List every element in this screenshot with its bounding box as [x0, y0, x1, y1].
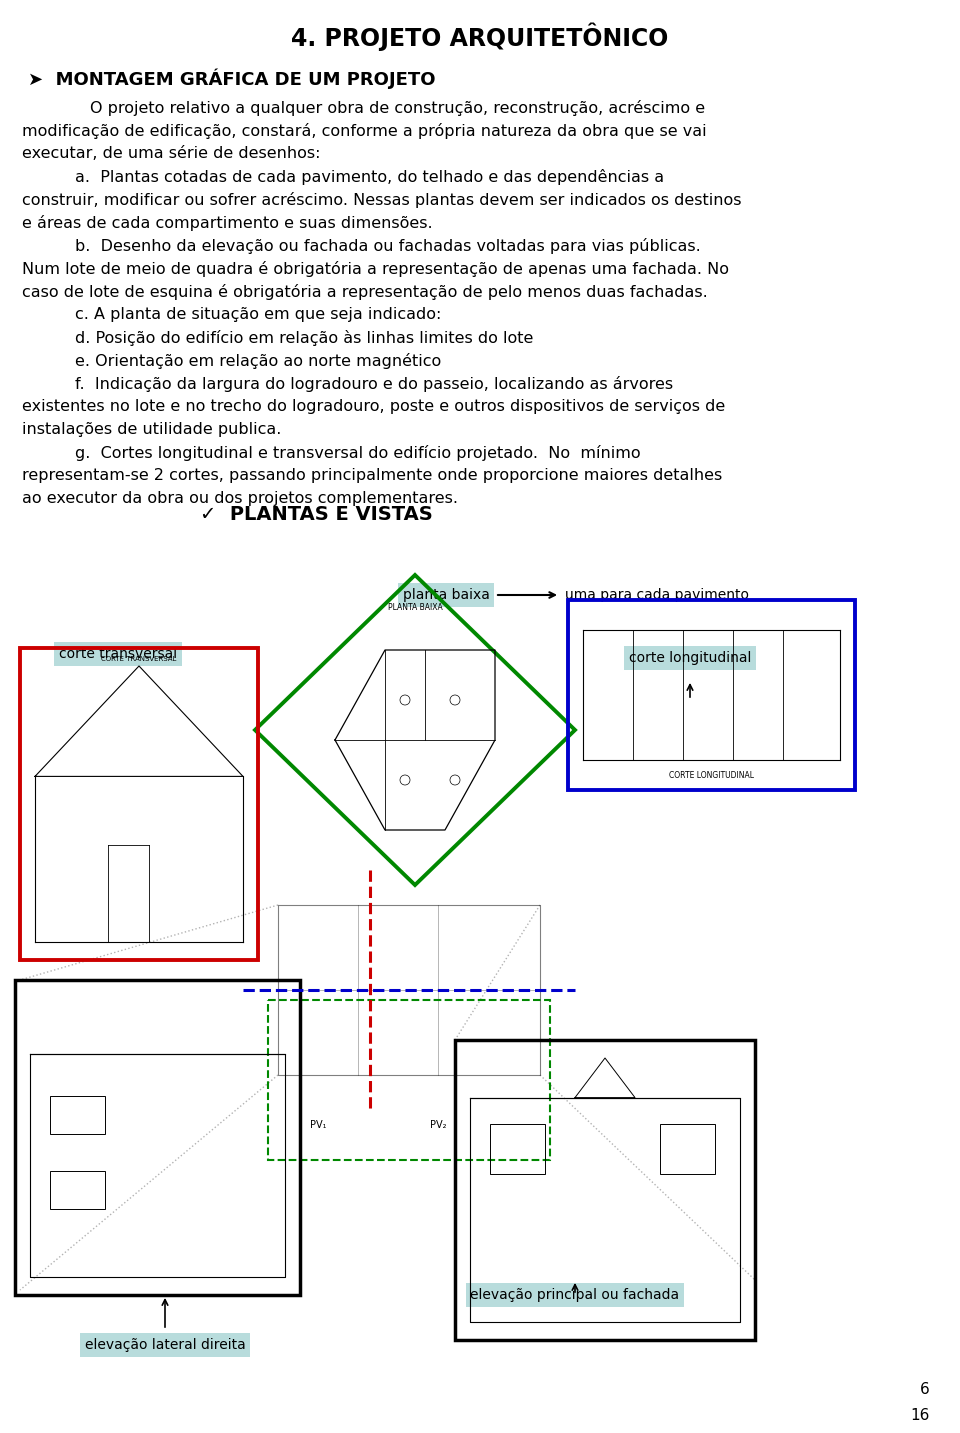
Text: Num lote de meio de quadra é obrigatória a representação de apenas uma fachada. : Num lote de meio de quadra é obrigatória… [22, 261, 729, 277]
Bar [660, 1123, 715, 1174]
Text: representam-se 2 cortes, passando principalmente onde proporcione maiores detalh: representam-se 2 cortes, passando princi… [22, 469, 722, 483]
Text: ao executor da obra ou dos projetos complementares.: ao executor da obra ou dos projetos comp… [22, 492, 458, 506]
Text: ✓  PLANTAS E VISTAS: ✓ PLANTAS E VISTAS [200, 504, 433, 524]
Text: f.  Indicação da largura do logradouro e do passeio, localizando as árvores: f. Indicação da largura do logradouro e … [75, 375, 673, 393]
Text: 16: 16 [911, 1407, 930, 1423]
Text: PLANTA BAIXA: PLANTA BAIXA [388, 603, 443, 612]
Text: corte transversal: corte transversal [59, 648, 177, 661]
Text: existentes no lote e no trecho do logradouro, poste e outros dispositivos de ser: existentes no lote e no trecho do lograd… [22, 398, 725, 414]
Bar [15, 980, 300, 1295]
Text: O projeto relativo a qualquer obra de construção, reconstrução, acréscimo e: O projeto relativo a qualquer obra de co… [90, 100, 706, 116]
Text: planta baixa: planta baixa [402, 588, 490, 602]
Text: 6: 6 [921, 1383, 930, 1397]
Text: uma para cada pavimento: uma para cada pavimento [565, 588, 749, 602]
Text: CORTE LONGITUDINAL: CORTE LONGITUDINAL [669, 771, 754, 780]
Bar [268, 1000, 550, 1159]
Bar [50, 1096, 105, 1134]
Bar [20, 648, 258, 960]
Text: 4. PROJETO ARQUITETÔNICO: 4. PROJETO ARQUITETÔNICO [291, 21, 669, 50]
Text: PV₂: PV₂ [430, 1121, 446, 1131]
Text: caso de lote de esquina é obrigatória a representação de pelo menos duas fachada: caso de lote de esquina é obrigatória a … [22, 284, 708, 299]
Text: CORTE TRANSVERSAL: CORTE TRANSVERSAL [102, 656, 177, 662]
Text: elevação lateral direita: elevação lateral direita [84, 1338, 246, 1351]
Text: ➤  MONTAGEM GRÁFICA DE UM PROJETO: ➤ MONTAGEM GRÁFICA DE UM PROJETO [28, 67, 436, 89]
Bar [50, 1171, 105, 1209]
Text: e. Orientação em relação ao norte magnético: e. Orientação em relação ao norte magnét… [75, 353, 442, 370]
Text: PV₁: PV₁ [310, 1121, 326, 1131]
Text: a.  Plantas cotadas de cada pavimento, do telhado e das dependências a: a. Plantas cotadas de cada pavimento, do… [75, 169, 664, 185]
Bar [455, 1040, 755, 1340]
Bar [490, 1123, 545, 1174]
Text: b.  Desenho da elevação ou fachada ou fachadas voltadas para vias públicas.: b. Desenho da elevação ou fachada ou fac… [75, 238, 701, 254]
Bar [568, 600, 855, 790]
Text: construir, modificar ou sofrer acréscimo. Nessas plantas devem ser indicados os : construir, modificar ou sofrer acréscimo… [22, 192, 741, 208]
Text: c. A planta de situação em que seja indicado:: c. A planta de situação em que seja indi… [75, 307, 442, 322]
Text: e áreas de cada compartimento e suas dimensões.: e áreas de cada compartimento e suas dim… [22, 215, 433, 231]
Text: instalações de utilidade publica.: instalações de utilidade publica. [22, 421, 281, 437]
Text: elevação principal ou fachada: elevação principal ou fachada [470, 1288, 680, 1303]
Text: d. Posição do edifício em relação às linhas limites do lote: d. Posição do edifício em relação às lin… [75, 330, 534, 345]
Text: executar, de uma série de desenhos:: executar, de uma série de desenhos: [22, 146, 321, 160]
Text: g.  Cortes longitudinal e transversal do edifício projetado.  No  mínimo: g. Cortes longitudinal e transversal do … [75, 446, 640, 461]
Text: corte longitudinal: corte longitudinal [629, 651, 751, 665]
Text: modificação de edificação, constará, conforme a própria natureza da obra que se : modificação de edificação, constará, con… [22, 123, 707, 139]
